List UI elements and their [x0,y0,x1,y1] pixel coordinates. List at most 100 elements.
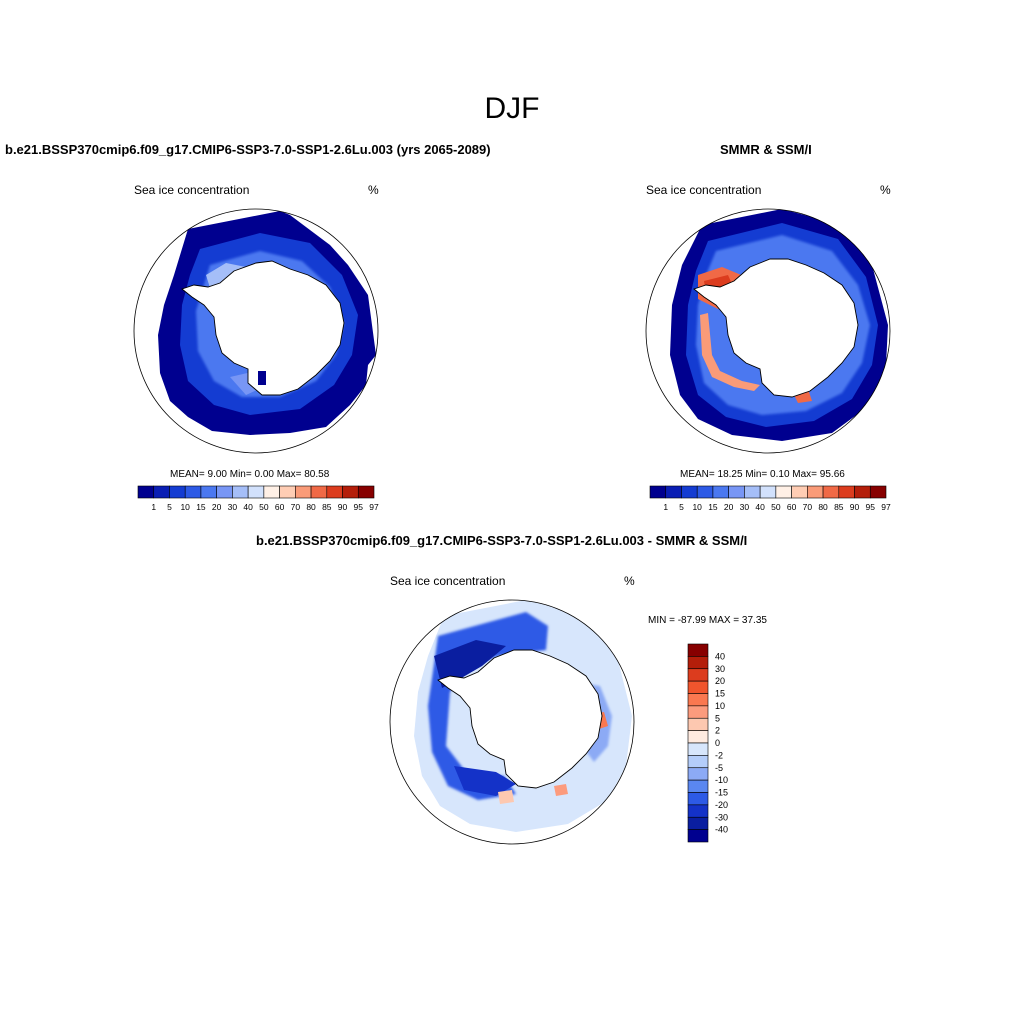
panel2-stats: MEAN= 18.25 Min= 0.10 Max= 95.66 [680,469,845,480]
panel2-colorbar-swatch [665,485,682,499]
panel2-colorbar: 1 5 10 15 20 30 40 50 60 70 80 85 90 95 97 [649,485,891,512]
panel2-colorbar-swatch [649,485,667,499]
panel2-colorbar-swatch [869,485,887,499]
panel2-colorbar-tick-label: 40 [755,502,765,512]
panel2-colorbar-tick-label: 80 [818,502,828,512]
panel2-colorbar-tick-label: 5 [679,502,684,512]
panel2-colorbar-swatch [759,485,777,499]
panel2-colorbar-tick-label: 15 [708,502,718,512]
panel3-antarctica-outline [437,649,603,789]
panel2-colorbar-swatch [744,485,761,499]
panel1-colorbar-tick-label: 5 [167,502,172,512]
panel2-colorbar-tick-label: 95 [866,502,876,512]
panel3-colorbar-tick-label: -30 [715,812,728,822]
panel1-colorbar-tick-label: 60 [275,502,285,512]
panel1-colorbar-swatch [295,485,312,499]
panel1-colorbar-tick-label: 1 [151,502,156,512]
panel3-colorbar-tick-label: -10 [715,775,728,785]
panel2-colorbar-swatch [712,485,729,499]
panel1-colorbar-swatch [153,485,170,499]
panel1-map-boundary [133,208,379,454]
panel3-colorbar-tick-label: -15 [715,788,728,798]
panel2-antarctica-outline [693,258,859,398]
panel2-colorbar-swatch [854,485,871,499]
panel2-colorbar-tick-label: 85 [834,502,844,512]
panel2-colorbar-swatch [696,485,714,499]
panel1-colorbar-swatch [184,485,202,499]
panel3-colorbar-tick-label: 5 [715,713,720,723]
panel2-colorbar-swatch [775,485,792,499]
panel3-colorbar-swatch [687,816,709,830]
panel3-colorbar-tick-label: 20 [715,676,725,686]
panel2-colorbar-tick-label: 30 [740,502,750,512]
panel3-colorbar-swatch [687,680,709,694]
panel3-colorbar-swatch [687,755,709,769]
panel2-title: SMMR & SSM/I [720,142,812,157]
panel3-colorbar-tick-label: 15 [715,689,725,699]
panel3-colorbar-tick-label: 40 [715,651,725,661]
panel3-colorbar-tick-label: -20 [715,800,728,810]
panel2-unit-label: % [880,183,891,197]
panel1-colorbar-tick-label: 40 [243,502,253,512]
panel1-colorbar-tick-label: 85 [322,502,332,512]
panel2-colorbar-tick-label: 60 [787,502,797,512]
panel3-colorbar-swatch [687,693,709,707]
panel3-variable-label: Sea ice concentration [390,574,506,588]
panel2-colorbar-tick-label: 20 [724,502,734,512]
panel1-colorbar-swatch [263,485,280,499]
panel1-colorbar-swatch [216,485,233,499]
panel2-variable-label: Sea ice concentration [646,183,762,197]
panel1-colorbar-swatch [169,485,186,499]
panel2-colorbar-swatch [728,485,745,499]
panel1-colorbar-tick-label: 97 [369,502,379,512]
panel1-colorbar-tick-label: 80 [306,502,316,512]
panel3-colorbar-swatch [687,779,709,793]
panel2-colorbar-tick-label: 97 [881,502,891,512]
panel2-colorbar-swatch [807,485,824,499]
panel2-colorbar-swatch [822,485,840,499]
panel1-antarctica-outline [181,260,345,396]
panel1-colorbar-swatch [232,485,249,499]
panel1-title: b.e21.BSSP370cmip6.f09_g17.CMIP6-SSP3-7.… [5,142,491,157]
panel1-colorbar-swatch [310,485,328,499]
panel2-colorbar-swatch [681,485,698,499]
panel1-colorbar-tick-label: 50 [259,502,269,512]
panel2-map-boundary [645,208,891,454]
panel3-colorbar-tick-label: 2 [715,726,720,736]
panel3-colorbar-swatch [687,643,709,657]
panel3-colorbar-swatch [687,767,709,781]
panel2-colorbar-swatch [791,485,808,499]
panel1-colorbar-swatch [247,485,265,499]
panel3-polar-map [389,599,635,845]
panel1-colorbar-tick-label: 30 [228,502,238,512]
panel2-colorbar-tick-label: 90 [850,502,860,512]
panel3-colorbar-swatch [687,656,709,670]
panel3-title: b.e21.BSSP370cmip6.f09_g17.CMIP6-SSP3-7.… [256,533,748,548]
panel1-colorbar: 1 5 10 15 20 30 40 50 60 70 80 85 90 95 97 [137,485,379,512]
panel1-colorbar-swatch [342,485,359,499]
panel3-colorbar-swatch [687,792,709,806]
panel3-colorbar-swatch [687,705,709,719]
panel1-colorbar-swatch [200,485,217,499]
panel1-colorbar-swatch [137,485,155,499]
panel1-colorbar-tick-label: 20 [212,502,222,512]
panel3-colorbar-tick-label: 0 [715,738,720,748]
panel1-colorbar-tick-label: 90 [338,502,348,512]
panel1-colorbar-tick-label: 10 [180,502,190,512]
panel2-colorbar-swatch [838,485,855,499]
panel3-colorbar-swatch [687,717,709,731]
panel3-map-boundary [389,599,635,845]
panel1-colorbar-swatch [326,485,343,499]
panel2-colorbar-tick-label: 50 [771,502,781,512]
panel2-colorbar-tick-label: 70 [803,502,813,512]
panel1-stats: MEAN= 9.00 Min= 0.00 Max= 80.58 [170,469,330,480]
panel2-polar-map [645,208,891,454]
panel1-polar-map [133,208,379,454]
panel3-colorbar-swatch [687,742,709,756]
panel1-colorbar-tick-label: 70 [291,502,301,512]
panel3-colorbar-swatch [687,829,709,843]
panel1-colorbar-swatch [357,485,375,499]
panel3-colorbar-swatch [687,668,709,682]
panel3-colorbar-tick-label: 30 [715,664,725,674]
